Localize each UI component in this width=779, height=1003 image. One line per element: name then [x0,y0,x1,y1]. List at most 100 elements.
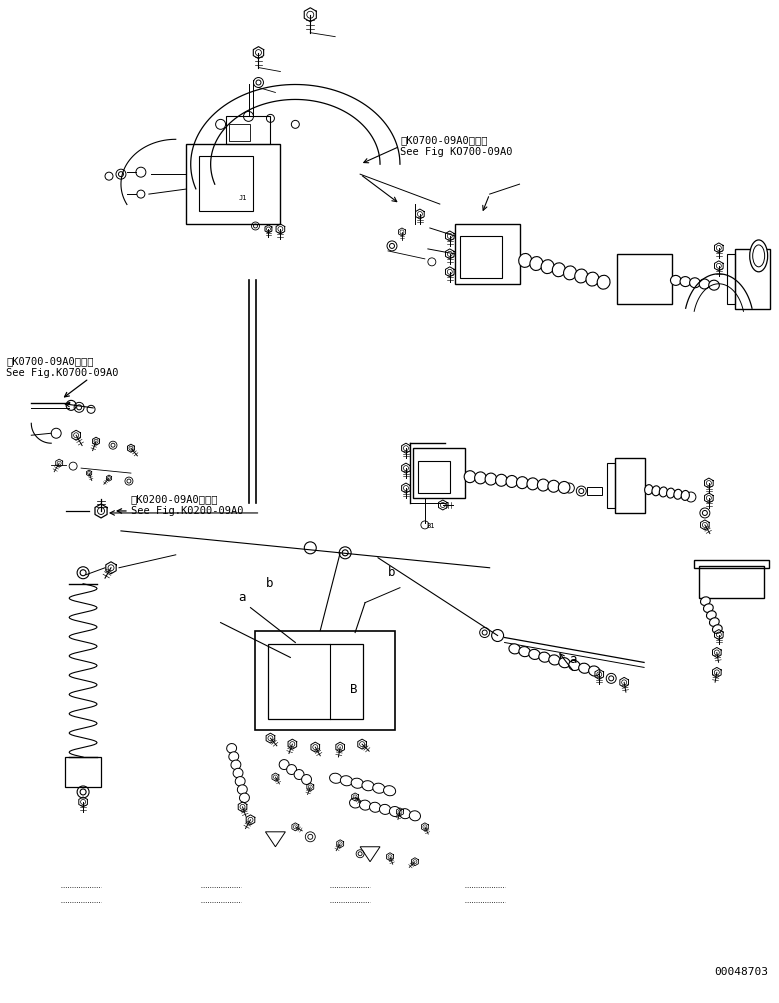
Ellipse shape [541,261,554,274]
Ellipse shape [569,661,580,671]
Bar [694,561,769,568]
Ellipse shape [340,776,352,786]
Bar [418,461,449,493]
Bar [185,145,280,225]
Ellipse shape [351,778,363,788]
Ellipse shape [509,644,520,654]
Ellipse shape [548,480,559,492]
Ellipse shape [485,473,497,485]
Ellipse shape [516,477,528,489]
Ellipse shape [589,666,600,676]
Ellipse shape [713,625,722,634]
Ellipse shape [674,489,682,499]
Ellipse shape [559,658,570,668]
Ellipse shape [409,811,421,821]
Text: J1: J1 [238,195,247,201]
Ellipse shape [539,653,550,663]
Ellipse shape [707,611,716,620]
Text: 第K0700-09A0図参照
See Fig KO700-09A0: 第K0700-09A0図参照 See Fig KO700-09A0 [400,135,513,156]
Bar [617,255,672,304]
Ellipse shape [519,647,530,657]
Ellipse shape [652,486,660,496]
Ellipse shape [563,267,576,281]
Ellipse shape [749,241,767,273]
Ellipse shape [287,765,297,774]
Text: 第K0700-09A0図参照
See Fig.K0700-09A0: 第K0700-09A0図参照 See Fig.K0700-09A0 [6,356,119,378]
Ellipse shape [700,280,710,290]
Ellipse shape [350,798,361,808]
Bar [226,117,270,145]
Text: B: B [350,683,358,696]
Text: 第K0200-09A0図参照
See Fig.K0200-09A0: 第K0200-09A0図参照 See Fig.K0200-09A0 [131,493,243,516]
Ellipse shape [519,254,531,268]
Ellipse shape [538,479,549,491]
Ellipse shape [671,276,681,286]
Ellipse shape [680,277,691,287]
Ellipse shape [579,664,590,674]
Ellipse shape [227,744,237,753]
Bar [413,448,465,498]
Ellipse shape [530,258,543,271]
Ellipse shape [330,773,342,783]
Ellipse shape [753,246,765,268]
Text: 00048703: 00048703 [714,966,769,976]
Ellipse shape [709,281,719,291]
Ellipse shape [645,485,653,495]
Bar [615,458,645,514]
Ellipse shape [235,776,245,786]
Text: a: a [238,590,246,603]
Ellipse shape [689,279,700,289]
Ellipse shape [575,270,587,284]
Ellipse shape [362,781,374,791]
Bar [735,250,770,309]
Ellipse shape [667,488,675,498]
Ellipse shape [552,264,566,278]
Bar [455,225,520,285]
Ellipse shape [548,655,560,665]
Text: b: b [266,576,273,589]
Text: b: b [388,565,396,578]
Bar [269,645,363,719]
Ellipse shape [383,786,396,796]
Ellipse shape [710,618,719,627]
Bar [699,567,763,598]
Ellipse shape [229,752,238,761]
Ellipse shape [703,604,714,613]
Ellipse shape [369,802,381,812]
Ellipse shape [527,478,538,490]
Bar [65,757,101,787]
Ellipse shape [586,273,599,287]
Text: a: a [569,653,577,666]
Ellipse shape [529,650,540,660]
Ellipse shape [681,491,689,500]
Bar [607,463,615,509]
Ellipse shape [239,793,249,802]
Bar [228,125,251,142]
Ellipse shape [597,276,610,290]
Ellipse shape [390,806,400,816]
Ellipse shape [301,774,312,784]
Ellipse shape [372,783,385,793]
Ellipse shape [400,808,411,818]
Ellipse shape [559,482,570,493]
Ellipse shape [231,760,241,769]
Bar [199,157,253,212]
Ellipse shape [233,768,243,778]
Ellipse shape [294,769,304,779]
Ellipse shape [238,785,247,794]
Ellipse shape [279,760,289,769]
Polygon shape [360,847,380,862]
Ellipse shape [379,804,390,814]
Bar [256,631,395,730]
Bar [587,487,602,495]
Ellipse shape [464,471,476,483]
Ellipse shape [659,487,668,497]
Bar [460,237,502,279]
Text: B1: B1 [427,523,435,529]
Polygon shape [266,831,285,847]
Ellipse shape [506,476,517,488]
Ellipse shape [495,474,507,486]
Ellipse shape [359,800,371,810]
Ellipse shape [700,597,710,606]
Ellipse shape [474,472,486,484]
